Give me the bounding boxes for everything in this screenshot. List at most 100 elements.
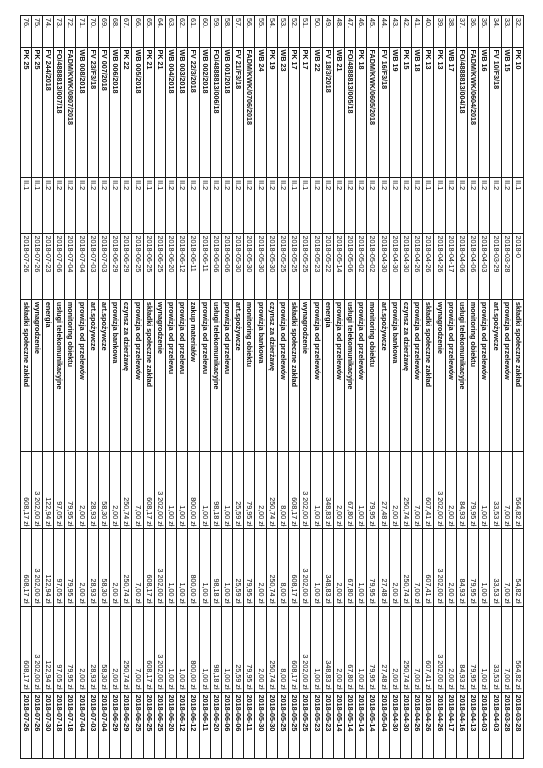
amount-qualified-cell: 250,74 zł bbox=[120, 528, 132, 607]
amount-paid-cell: 33,53 zł bbox=[489, 606, 502, 693]
payment-date-cell: 2018-05-30 bbox=[255, 692, 267, 759]
payment-date-cell: 2018-06-12 bbox=[187, 692, 200, 759]
table-row: 35. WB 16 II.2 2018-04-03 prowizja od przele… bbox=[478, 15, 490, 759]
amount-paid-cell: 1,00 zł bbox=[310, 606, 323, 693]
table-row: 68. WB 006/2018 II.2 2018-06-29 prowizja ban… bbox=[109, 15, 121, 759]
payment-date-cell: 2018-06-25 bbox=[154, 692, 166, 759]
payment-date-cell: 2018-07-03 bbox=[87, 692, 99, 759]
amount-qualified-cell: 800,00 zł bbox=[187, 528, 200, 607]
category-code-cell: II.1 bbox=[31, 177, 43, 234]
amount-qualified-cell: 1,00 zł bbox=[355, 528, 367, 607]
description-cell: energia bbox=[322, 299, 334, 452]
category-code-cell: II.2 bbox=[445, 177, 457, 234]
amount-gross-cell: 800,00 zł bbox=[187, 451, 200, 529]
document-number-cell: WB 18 bbox=[411, 47, 423, 178]
amount-gross-cell: 27,48 zł bbox=[378, 451, 390, 529]
amount-qualified-cell: 28,93 zł bbox=[87, 528, 99, 607]
description-cell: składki społeczne zakład bbox=[512, 299, 524, 452]
payment-date-cell: 2018-06-20 bbox=[210, 692, 222, 759]
description-cell: art.spożywcze bbox=[489, 299, 502, 452]
amount-qualified-cell: 84,93 zł bbox=[456, 528, 468, 607]
document-date-cell: 2018-0 bbox=[512, 233, 524, 300]
payment-date-cell: 2018-05-14 bbox=[344, 692, 356, 759]
amount-qualified-cell: 79,95 zł bbox=[366, 528, 379, 607]
description-cell: wynagrodzenie bbox=[434, 299, 446, 452]
row-number-cell: 74. bbox=[42, 15, 54, 48]
document-date-cell: 2018-05-30 bbox=[243, 233, 255, 300]
table-row: 49. FV 18/3/2018 II.2 2018-05-22 energia 348,… bbox=[322, 15, 334, 759]
amount-paid-cell: 79,95 zł bbox=[64, 606, 76, 693]
document-date-cell: 2018-06-25 bbox=[154, 233, 166, 300]
amount-paid-cell: 7,00 zł bbox=[501, 606, 513, 693]
document-number-cell: WB 22 bbox=[310, 47, 323, 178]
document-number-cell: WB 19 bbox=[389, 47, 401, 178]
row-number-cell: 47. bbox=[344, 15, 356, 48]
document-date-cell: 2018-04-30 bbox=[389, 233, 401, 300]
table-row: 43. WB 19 II.2 2018-04-30 prowizja bankowa 2,… bbox=[389, 15, 401, 759]
amount-qualified-cell: 1,00 zł bbox=[176, 528, 188, 607]
document-number-cell: FV 22/3/2018 bbox=[187, 47, 200, 178]
amount-qualified-cell: 27,48 zł bbox=[378, 528, 390, 607]
amount-paid-cell: 564,82 zł bbox=[512, 606, 524, 693]
document-date-cell: 2018-07-04 bbox=[64, 233, 76, 300]
payment-date-cell: 2018-07-26 bbox=[31, 692, 43, 759]
amount-paid-cell: 2,00 zł bbox=[255, 606, 267, 693]
table-row: 75. PK 25 II.1 2018-07-26 wynagrodzenie 3 202… bbox=[31, 15, 43, 759]
amount-paid-cell: 2,00 zł bbox=[109, 606, 121, 693]
row-number-cell: 61. bbox=[187, 15, 200, 48]
table-row: 38. WB 17 II.2 2018-04-17 prowizja od przele… bbox=[445, 15, 457, 759]
document-date-cell: 2018-06-11 bbox=[199, 233, 211, 300]
amount-gross-cell: 58,30 zł bbox=[98, 451, 110, 529]
amount-paid-cell: 250,74 zł bbox=[266, 606, 278, 693]
row-number-cell: 49. bbox=[322, 15, 334, 48]
payment-date-cell: 2018-06-25 bbox=[131, 692, 144, 759]
category-code-cell: II.2 bbox=[333, 177, 345, 234]
row-number-cell: 42. bbox=[400, 15, 412, 48]
description-cell: prowizja od przelewów bbox=[131, 299, 144, 452]
document-date-cell: 2018-03-29 bbox=[489, 233, 502, 300]
description-cell: prowizja od przelewów bbox=[355, 299, 367, 452]
amount-paid-cell: 1,00 zł bbox=[176, 606, 188, 693]
category-code-cell: II.2 bbox=[232, 177, 244, 234]
table-row: 48. WB 21 II.2 2018-05-14 prowizja od przele… bbox=[333, 15, 345, 759]
row-number-cell: 43. bbox=[389, 15, 401, 48]
amount-gross-cell: 79,95 zł bbox=[243, 451, 255, 529]
category-code-cell: II.2 bbox=[255, 177, 267, 234]
category-code-cell: II.2 bbox=[389, 177, 401, 234]
amount-gross-cell: 67,80 zł bbox=[344, 451, 356, 529]
amount-qualified-cell: 7,00 zł bbox=[411, 528, 423, 607]
category-code-cell: II.2 bbox=[109, 177, 121, 234]
table-row: 69. FV 007/2018 II.2 2018-07-03 art.spożywcz… bbox=[98, 15, 110, 759]
amount-gross-cell: 8,00 zł bbox=[277, 451, 289, 529]
amount-qualified-cell: 3 202,00 zł bbox=[434, 528, 446, 607]
amount-gross-cell: 3 202,00 zł bbox=[154, 451, 166, 529]
amount-qualified-cell: 608,17 zł bbox=[288, 528, 300, 607]
document-date-cell: 2018-07-26 bbox=[31, 233, 43, 300]
payment-date-cell: 2018-05-25 bbox=[288, 692, 300, 759]
category-code-cell: II.1 bbox=[299, 177, 311, 234]
amount-gross-cell: 3 202,00 zł bbox=[434, 451, 446, 529]
row-number-cell: 35. bbox=[478, 15, 490, 48]
document-date-cell: 2018-04-06 bbox=[456, 233, 468, 300]
amount-gross-cell: 79,95 zł bbox=[366, 451, 379, 529]
row-number-cell: 53. bbox=[277, 15, 289, 48]
table-row: 51. PK 17 II.1 2018-05-25 wynagrodzenie 3 202… bbox=[299, 15, 311, 759]
amount-gross-cell: 2,00 zł bbox=[109, 451, 121, 529]
document-date-cell: 2018-04-26 bbox=[411, 233, 423, 300]
description-cell: usługi telekomunikacyjne bbox=[344, 299, 356, 452]
description-cell: prowizja bankowa bbox=[255, 299, 267, 452]
category-code-cell: II.2 bbox=[131, 177, 144, 234]
amount-qualified-cell: 58,30 zł bbox=[98, 528, 110, 607]
description-cell: usługi telekomunikacyjne bbox=[53, 299, 65, 452]
payment-date-cell: 2018-04-26 bbox=[434, 692, 446, 759]
amount-paid-cell: 25,59 zł bbox=[232, 606, 244, 693]
table-row: 62. WB 003/2018 II.2 2018-06-12 prowizja od … bbox=[176, 15, 188, 759]
document-number-cell: PK 17 bbox=[299, 47, 311, 178]
category-code-cell: II.2 bbox=[266, 177, 278, 234]
amount-gross-cell: 79,95 zł bbox=[64, 451, 76, 529]
amount-paid-cell: 1,00 zł bbox=[199, 606, 211, 693]
amount-paid-cell: 3 202,00 zł bbox=[154, 606, 166, 693]
amount-gross-cell: 250,74 zł bbox=[266, 451, 278, 529]
amount-gross-cell: 348,83 zł bbox=[322, 451, 334, 529]
category-code-cell: II.2 bbox=[478, 177, 490, 234]
